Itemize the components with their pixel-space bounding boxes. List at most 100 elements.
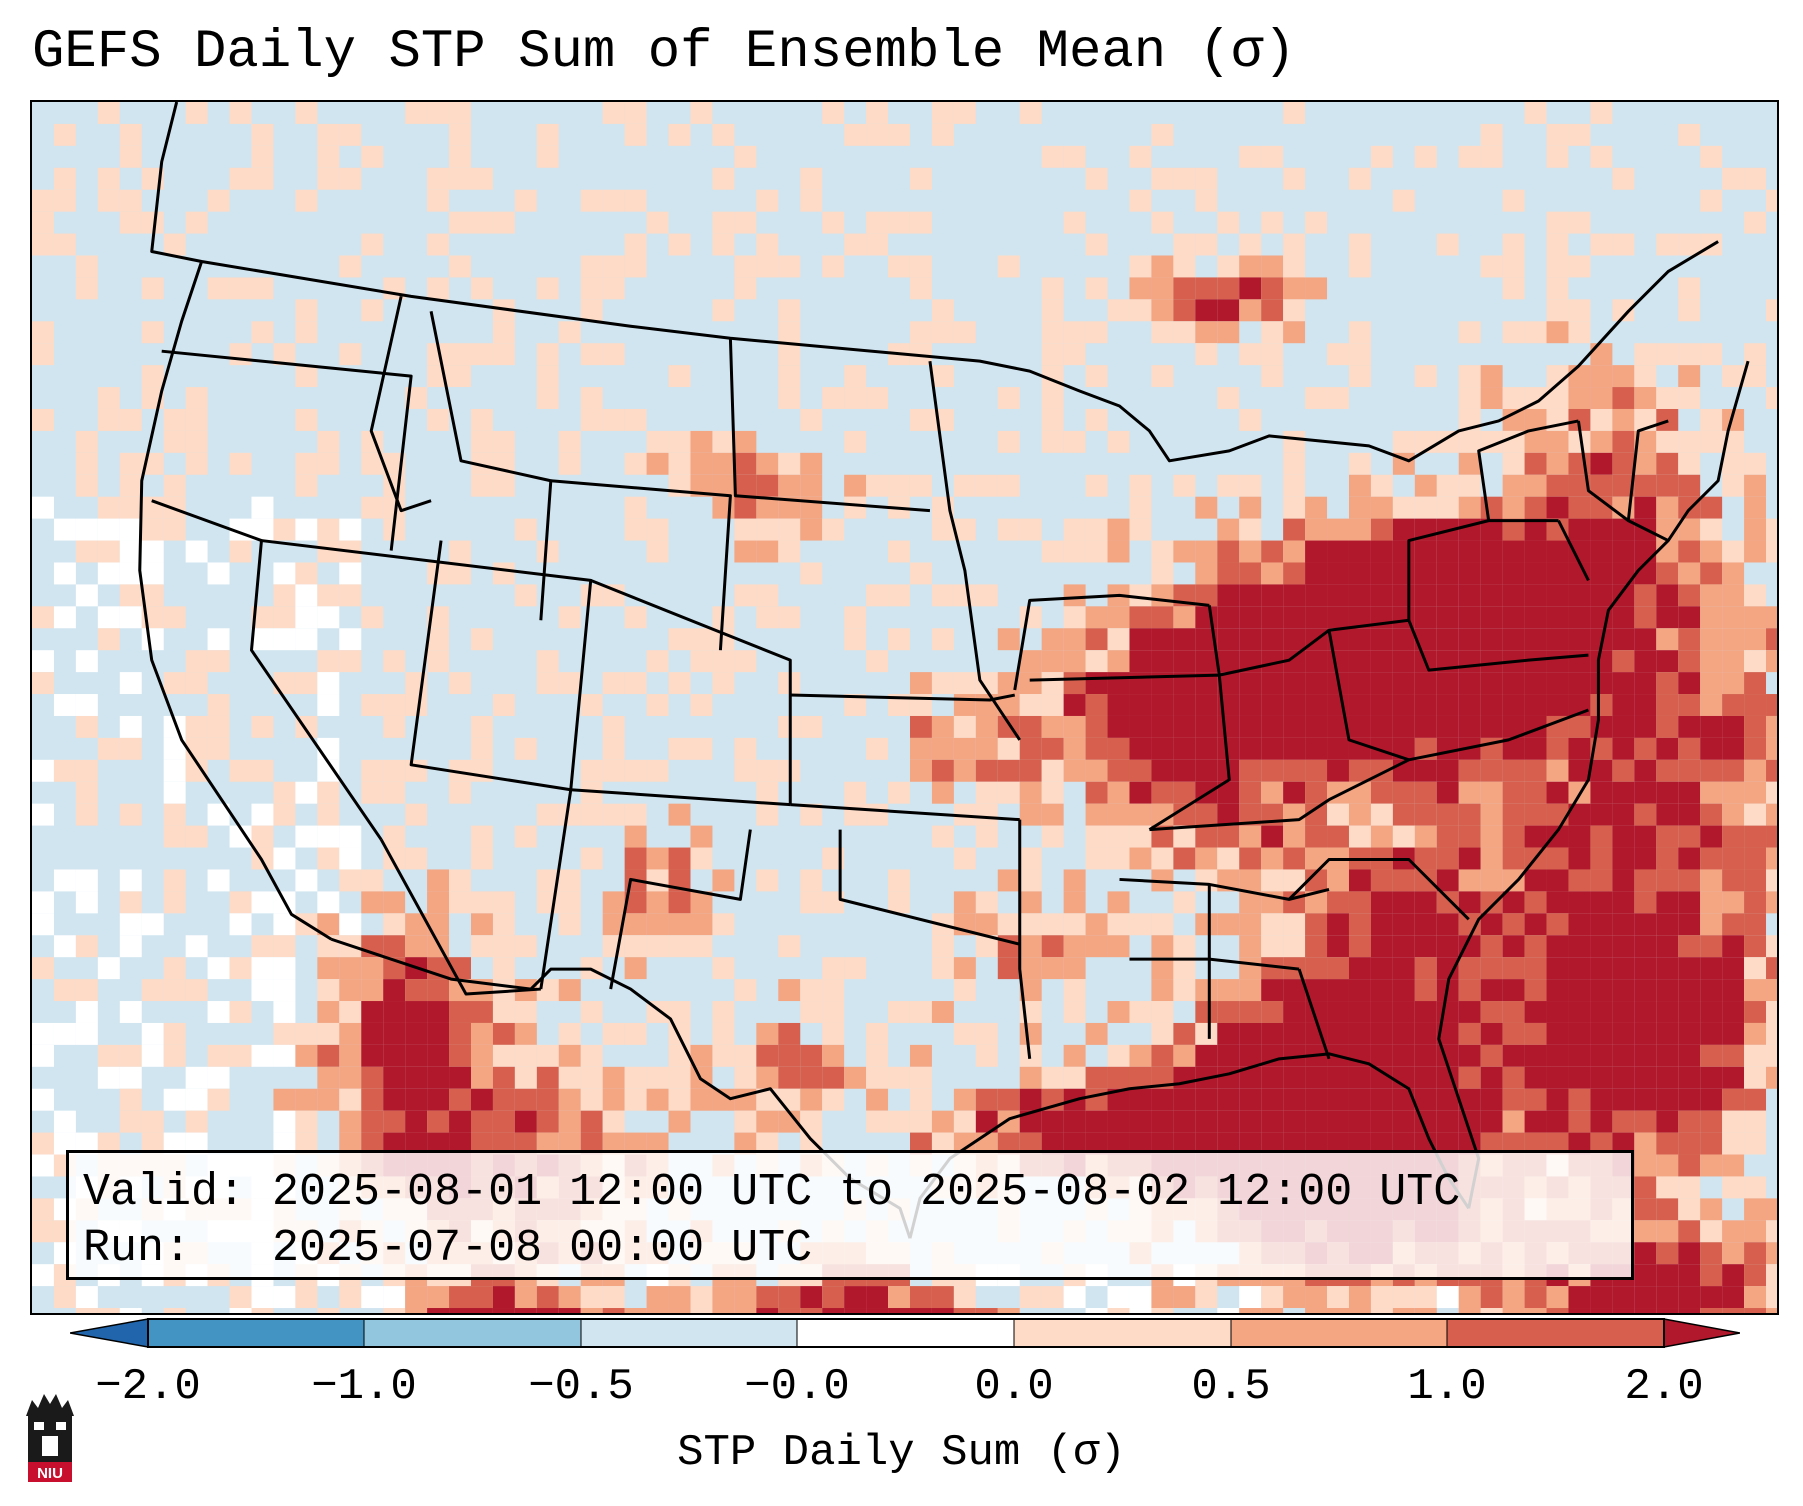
stp-cell [1217, 803, 1240, 826]
stp-cell [427, 233, 450, 256]
stp-cell [53, 167, 76, 190]
stp-cell [1305, 715, 1328, 738]
stp-cell [1700, 1286, 1723, 1309]
stp-cell [1678, 584, 1701, 607]
stp-cell [1414, 847, 1437, 870]
stp-cell [1063, 737, 1086, 760]
stp-cell [1480, 145, 1503, 168]
stp-cell [1524, 496, 1547, 519]
stp-cell [1634, 628, 1657, 651]
stp-cell [1041, 1286, 1064, 1309]
stp-cell [32, 650, 54, 673]
stp-cell [602, 715, 625, 738]
stp-cell [1502, 891, 1525, 914]
stp-cell [1568, 474, 1591, 497]
stp-cell [1107, 781, 1130, 804]
stp-cell [1524, 102, 1547, 124]
stp-cell [1348, 1066, 1371, 1089]
stp-cell [514, 518, 537, 541]
stp-cell [207, 628, 230, 651]
stp-cell [1766, 1022, 1777, 1045]
stp-cell [800, 1044, 823, 1067]
stp-cell [866, 387, 889, 409]
stp-cell [1392, 1044, 1415, 1067]
stp-cell [97, 1308, 120, 1313]
stp-cell [1700, 825, 1723, 848]
stp-cell [1414, 957, 1437, 980]
stp-cell [1085, 1022, 1108, 1045]
stp-cell [1590, 518, 1613, 541]
stp-cell [1348, 518, 1371, 541]
stp-cell [1019, 737, 1042, 760]
stp-cell [427, 1308, 450, 1313]
stp-cell [1217, 781, 1240, 804]
stp-cell [1634, 1242, 1657, 1265]
stp-cell [1744, 606, 1767, 629]
stp-cell [1392, 935, 1415, 958]
stp-cell [32, 1132, 54, 1155]
stp-cell [1568, 672, 1591, 695]
stp-cell [602, 1066, 625, 1089]
stp-cell [1480, 715, 1503, 738]
stp-cell [1041, 935, 1064, 958]
stp-cell [1239, 759, 1262, 782]
stp-cell [624, 1132, 647, 1155]
stp-cell [1524, 1308, 1547, 1313]
stp-cell [953, 102, 976, 124]
stp-cell [1063, 606, 1086, 629]
stp-cell [778, 540, 801, 563]
stp-cell [1436, 496, 1459, 519]
stp-cell [1239, 233, 1262, 256]
stp-cell [1414, 628, 1437, 651]
stp-cell [405, 1022, 428, 1045]
stp-cell [668, 847, 691, 870]
stp-cell [163, 759, 186, 782]
stp-cell [1612, 1132, 1635, 1155]
stp-cell [1502, 584, 1525, 607]
stp-cell [1283, 825, 1306, 848]
stp-cell [1019, 694, 1042, 716]
stp-cell [712, 430, 735, 453]
stp-cell [1744, 1264, 1767, 1287]
stp-cell [1546, 211, 1569, 234]
stp-cell [1612, 233, 1635, 256]
stp-cell [1217, 825, 1240, 848]
stp-cell [119, 1001, 142, 1023]
stp-cell [1107, 1001, 1130, 1023]
stp-cell [470, 628, 493, 651]
stp-cell [295, 102, 318, 124]
stp-cell [492, 1308, 515, 1313]
stp-cell [1480, 869, 1503, 892]
stp-cell [32, 211, 54, 234]
stp-cell [558, 672, 581, 695]
stp-cell [1283, 737, 1306, 760]
stp-cell [1480, 650, 1503, 673]
stp-cell [1546, 672, 1569, 695]
stp-cell [1612, 869, 1635, 892]
stp-cell [339, 1001, 362, 1023]
stp-cell [1327, 759, 1349, 782]
stp-cell [295, 452, 318, 475]
stp-cell [1590, 365, 1613, 388]
stp-cell [1612, 803, 1635, 826]
stp-cell [1546, 891, 1569, 914]
stp-cell [800, 1132, 823, 1155]
stp-cell [1700, 584, 1723, 607]
stp-cell [953, 759, 976, 782]
stp-cell [1744, 759, 1767, 782]
stp-cell [1283, 1022, 1306, 1045]
stp-cell [361, 1022, 384, 1045]
stp-cell [1107, 737, 1130, 760]
stp-cell [997, 957, 1020, 980]
stp-cell [1085, 277, 1108, 300]
stp-cell [1305, 277, 1328, 300]
stp-cell [119, 518, 142, 541]
stp-cell [646, 759, 669, 782]
stp-cell [1348, 562, 1371, 585]
stp-cell [1502, 474, 1525, 497]
stp-cell [1568, 321, 1591, 344]
stp-cell [1546, 299, 1569, 322]
stp-cell [1700, 935, 1723, 958]
stp-cell [1305, 1286, 1328, 1309]
stp-cell [361, 891, 384, 914]
